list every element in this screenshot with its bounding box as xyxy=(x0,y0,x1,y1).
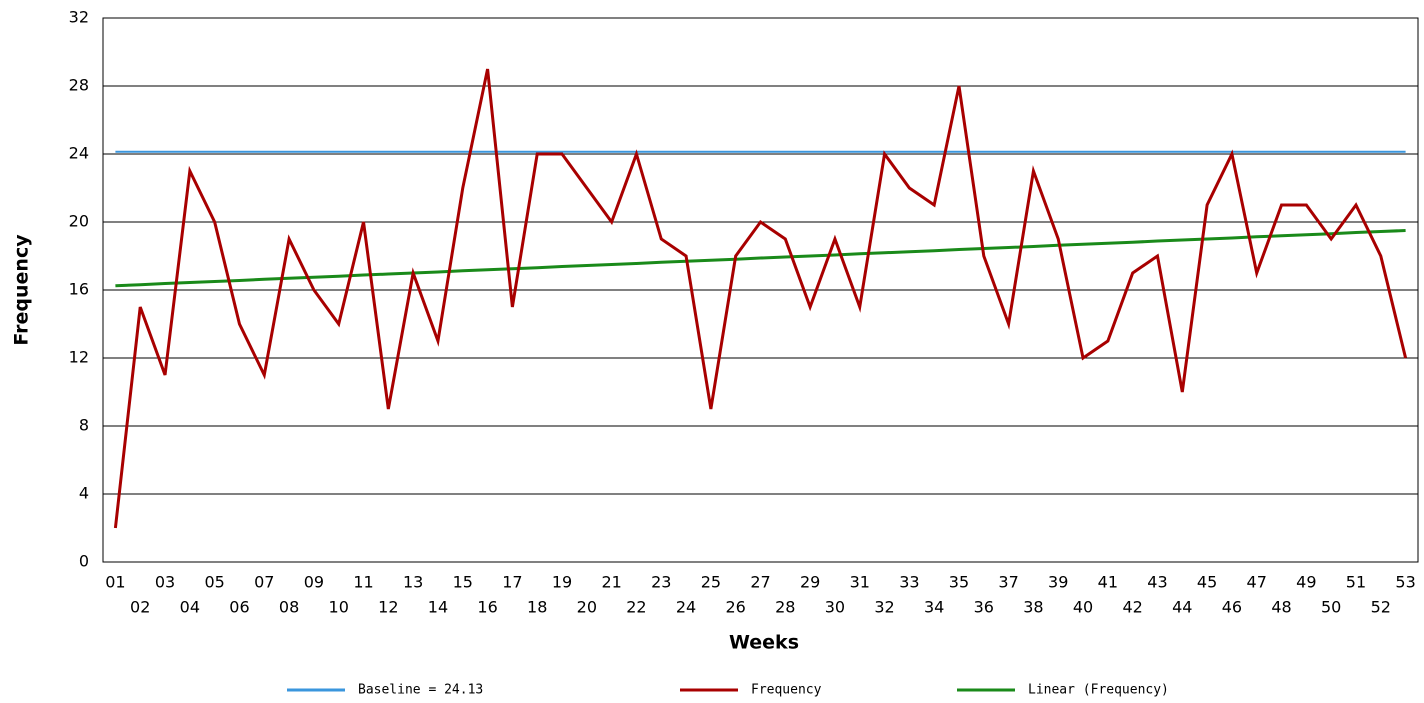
x-tick-label: 30 xyxy=(825,598,845,617)
x-tick-label: 03 xyxy=(155,573,175,592)
x-axis-label: Weeks xyxy=(729,632,799,654)
x-tick-label: 01 xyxy=(105,573,125,592)
x-tick-label: 41 xyxy=(1098,573,1118,592)
series-line xyxy=(113,68,1408,529)
x-tick-label: 40 xyxy=(1073,598,1093,617)
x-tick-label: 53 xyxy=(1395,573,1415,592)
y-tick-label: 20 xyxy=(69,212,89,231)
x-tick-label: 02 xyxy=(130,598,150,617)
x-tick-label: 42 xyxy=(1122,598,1142,617)
x-tick-label: 17 xyxy=(502,573,522,592)
x-tick-label: 14 xyxy=(428,598,448,617)
x-tick-label: 37 xyxy=(998,573,1018,592)
x-tick-label: 11 xyxy=(353,573,373,592)
series-line xyxy=(115,229,1406,288)
x-tick-label: 44 xyxy=(1172,598,1192,617)
y-tick-label: 4 xyxy=(79,484,89,503)
x-tick-label: 16 xyxy=(477,598,497,617)
x-tick-label: 19 xyxy=(552,573,572,592)
x-tick-label: 34 xyxy=(924,598,944,617)
x-tick-label: 15 xyxy=(453,573,473,592)
x-tick-label: 23 xyxy=(651,573,671,592)
x-tick-label: 05 xyxy=(204,573,224,592)
x-tick-label: 51 xyxy=(1346,573,1366,592)
x-tick-label: 39 xyxy=(1048,573,1068,592)
x-tick-label: 08 xyxy=(279,598,299,617)
x-tick-label: 43 xyxy=(1147,573,1167,592)
x-tick-label: 13 xyxy=(403,573,423,592)
y-axis-label: Frequency xyxy=(11,234,33,346)
x-tick-label: 28 xyxy=(775,598,795,617)
x-tick-label: 25 xyxy=(701,573,721,592)
y-tick-label: 28 xyxy=(69,76,89,95)
x-tick-label: 47 xyxy=(1247,573,1267,592)
x-tick-label: 35 xyxy=(949,573,969,592)
x-tick-label: 50 xyxy=(1321,598,1341,617)
x-tick-label: 32 xyxy=(874,598,894,617)
y-tick-label: 0 xyxy=(79,552,89,571)
x-tick-label: 27 xyxy=(750,573,770,592)
x-tick-label: 46 xyxy=(1222,598,1242,617)
x-tick-label: 33 xyxy=(899,573,919,592)
x-tick-label: 29 xyxy=(800,573,820,592)
legend-label: Linear (Frequency) xyxy=(1028,683,1169,698)
x-tick-label: 36 xyxy=(974,598,994,617)
legend-label: Baseline = 24.13 xyxy=(358,683,483,698)
x-tick-label: 20 xyxy=(577,598,597,617)
x-tick-label: 31 xyxy=(850,573,870,592)
x-tick-label: 04 xyxy=(180,598,200,617)
x-tick-label: 06 xyxy=(229,598,249,617)
legend-label: Frequency xyxy=(751,683,822,698)
y-tick-label: 12 xyxy=(69,348,89,367)
x-tick-label: 07 xyxy=(254,573,274,592)
x-tick-label: 21 xyxy=(601,573,621,592)
plot-border xyxy=(102,17,1419,563)
x-tick-label: 49 xyxy=(1296,573,1316,592)
x-tick-label: 18 xyxy=(527,598,547,617)
y-tick-label: 24 xyxy=(69,144,89,163)
x-tick-label: 24 xyxy=(676,598,696,617)
y-tick-label: 16 xyxy=(69,280,89,299)
x-tick-label: 45 xyxy=(1197,573,1217,592)
x-tick-label: 38 xyxy=(1023,598,1043,617)
y-tick-label: 32 xyxy=(69,8,89,27)
x-tick-label: 12 xyxy=(378,598,398,617)
x-tick-label: 09 xyxy=(304,573,324,592)
x-tick-label: 22 xyxy=(626,598,646,617)
x-tick-label: 52 xyxy=(1371,598,1391,617)
x-tick-label: 10 xyxy=(329,598,349,617)
y-tick-label: 8 xyxy=(79,416,89,435)
x-tick-label: 26 xyxy=(726,598,746,617)
x-tick-label: 48 xyxy=(1271,598,1291,617)
